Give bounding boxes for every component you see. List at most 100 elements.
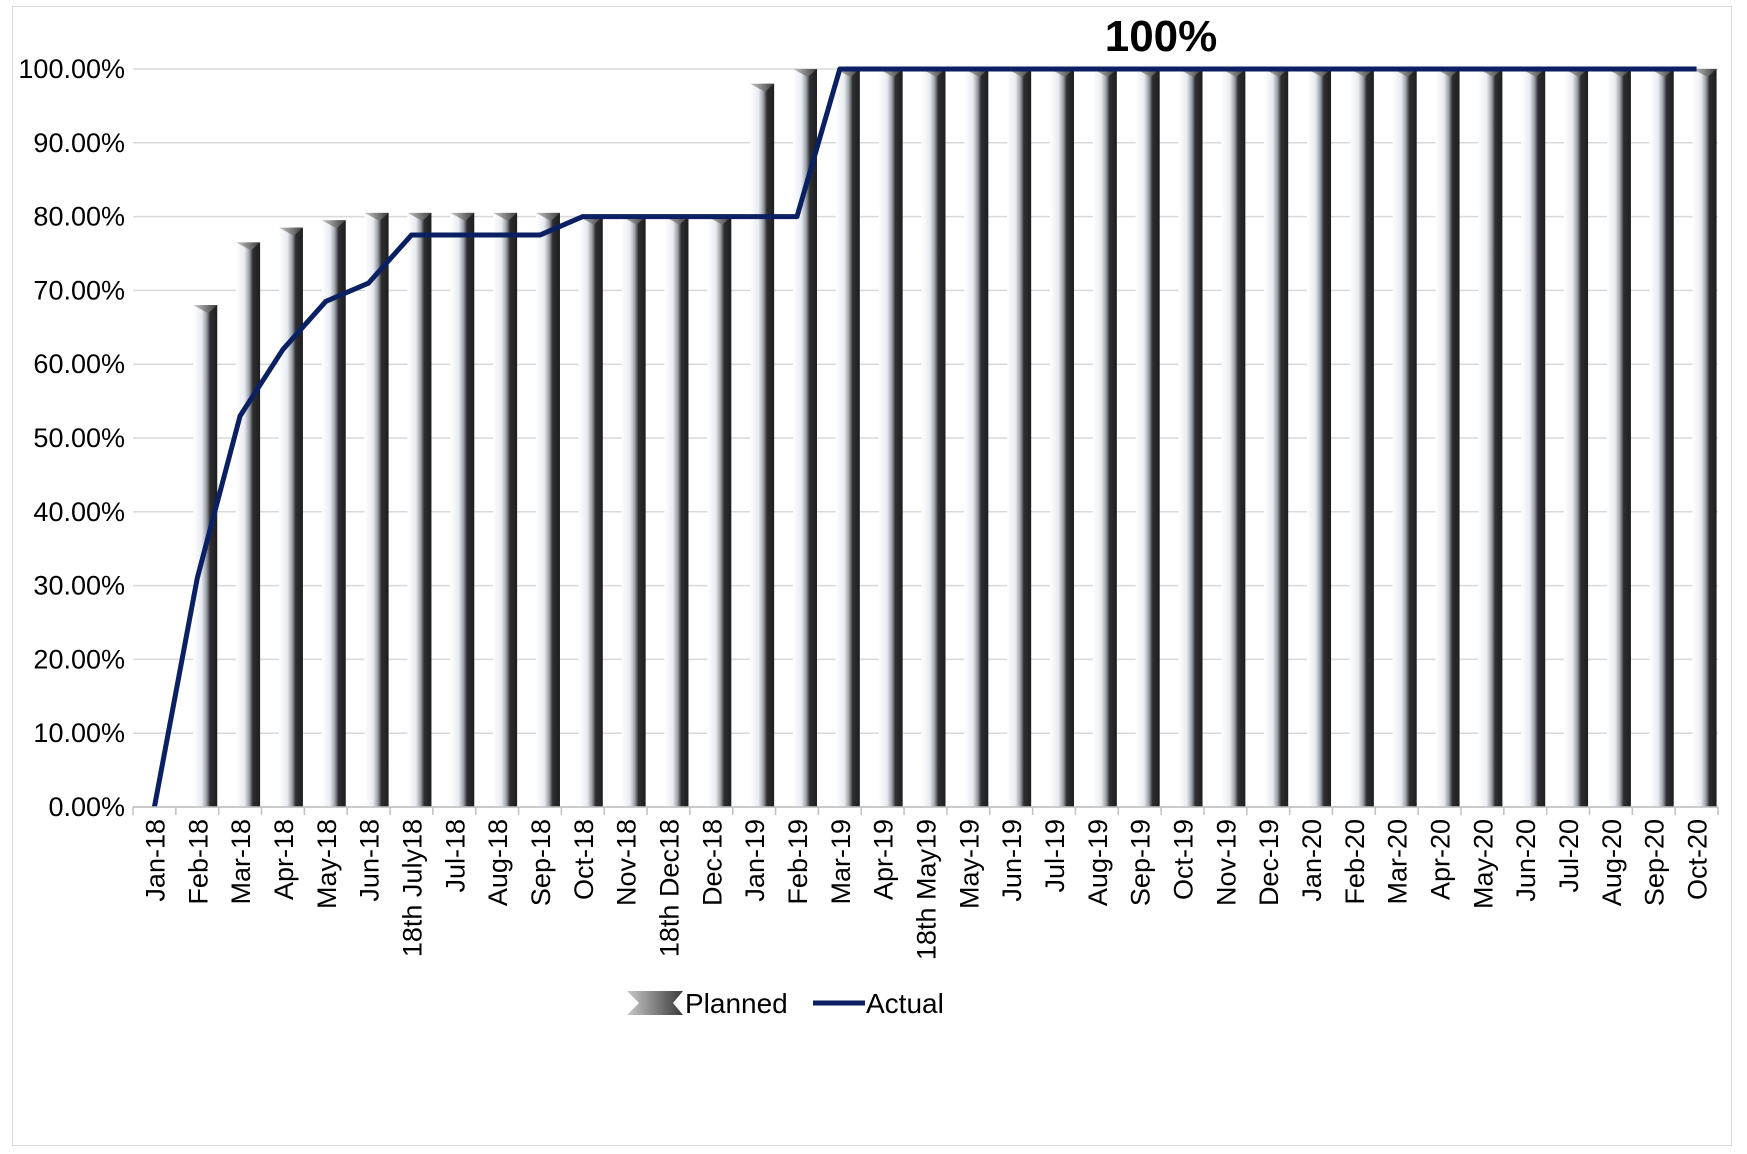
planned-bar-body — [1692, 69, 1717, 807]
x-tick-label: 18th Dec18 — [654, 819, 684, 957]
planned-bar-body — [1307, 69, 1332, 807]
planned-bar-body — [1264, 69, 1289, 807]
planned-bar — [664, 216, 689, 808]
planned-bar — [1392, 69, 1417, 807]
planned-bar-body — [1392, 69, 1417, 807]
y-tick-label: 30.00% — [33, 571, 125, 601]
planned-bar-body — [1349, 69, 1374, 807]
y-tick-label: 70.00% — [33, 275, 125, 305]
planned-bar-cap — [450, 212, 475, 221]
x-tick-label: Jan-19 — [740, 819, 770, 902]
x-tick-label: Feb-20 — [1340, 819, 1370, 905]
annotation-label: 100% — [1105, 12, 1218, 61]
planned-bar-body — [878, 69, 903, 807]
planned-bar-body — [407, 212, 432, 807]
planned-bar — [535, 212, 560, 807]
x-tick-label: Jul-18 — [440, 819, 470, 893]
y-tick-label: 10.00% — [33, 718, 125, 748]
planned-bar — [1264, 69, 1289, 807]
x-tick-label: Jan-20 — [1297, 819, 1327, 902]
planned-bar — [1564, 69, 1589, 807]
planned-bar-body — [321, 220, 346, 808]
x-tick-label: Jan-18 — [140, 819, 170, 902]
x-tick-label: Oct-18 — [569, 819, 599, 900]
x-tick-label: Nov-18 — [612, 819, 642, 906]
planned-bar-body — [835, 69, 860, 807]
planned-bar — [1692, 69, 1717, 807]
planned-bar-cap — [535, 212, 560, 221]
planned-bar-body — [1435, 69, 1460, 807]
x-tick-label: Jun-20 — [1511, 819, 1541, 902]
planned-bar-body — [1050, 69, 1075, 807]
x-tick-label: Nov-19 — [1211, 819, 1241, 906]
planned-bar-cap — [750, 83, 775, 92]
planned-bar — [621, 216, 646, 808]
planned-bar-body — [621, 216, 646, 808]
planned-bar-body — [921, 69, 946, 807]
x-tick-label: Oct-20 — [1683, 819, 1713, 900]
planned-bar-body — [1649, 69, 1674, 807]
x-tick-label: 18th July18 — [397, 819, 427, 957]
actual-line-layer — [151, 66, 1697, 808]
axes — [132, 806, 1719, 815]
x-tick-label: Aug-19 — [1083, 819, 1113, 906]
planned-bar-body — [792, 69, 817, 807]
planned-bar-cap — [236, 242, 261, 251]
x-tick-label: Mar-18 — [226, 819, 256, 905]
planned-bar — [792, 69, 817, 807]
x-tick-label: Dec-19 — [1254, 819, 1284, 906]
y-tick-label: 0.00% — [48, 792, 125, 822]
planned-bar-body — [578, 216, 603, 808]
planned-bar — [1050, 69, 1075, 807]
planned-bar — [835, 69, 860, 807]
y-tick-label: 50.00% — [33, 423, 125, 453]
planned-bar — [964, 69, 989, 807]
planned-bar-body — [1007, 69, 1032, 807]
planned-bar — [878, 69, 903, 807]
y-tick-label: 80.00% — [33, 202, 125, 232]
planned-bar-body — [750, 83, 775, 807]
planned-bar — [921, 69, 946, 807]
planned-bar-body — [278, 227, 303, 808]
planned-bar-body — [236, 242, 261, 807]
planned-bar-cap — [1692, 69, 1717, 77]
planned-bar-cap — [407, 212, 432, 221]
x-tick-label: May-19 — [954, 819, 984, 909]
x-tick-label: 18th May19 — [912, 819, 942, 960]
x-tick-label: Feb-18 — [183, 819, 213, 905]
planned-bar-body — [1478, 69, 1503, 807]
planned-bar-cap — [364, 212, 389, 221]
y-tick-label: 40.00% — [33, 497, 125, 527]
planned-bar-body — [664, 216, 689, 808]
planned-bar — [1307, 69, 1332, 807]
x-tick-label: Jul-20 — [1554, 819, 1584, 893]
tick-labels: 0.00% 10.00% 20.00% 30.00% 40.00% 50.00% 60.00… — [18, 54, 1712, 960]
planned-bar-body — [1606, 69, 1631, 807]
legend: Planned Actual — [627, 988, 944, 1019]
y-tick-label: 100.00% — [18, 54, 125, 84]
planned-bar — [750, 83, 775, 807]
legend-planned-label: Planned — [685, 988, 788, 1019]
planned-bar-body — [364, 212, 389, 807]
x-tick-label: Sep-20 — [1640, 819, 1670, 906]
planned-bar-body — [964, 69, 989, 807]
planned-bar — [1478, 69, 1503, 807]
planned-bar — [1349, 69, 1374, 807]
x-tick-label: Oct-19 — [1169, 819, 1199, 900]
x-tick-label: Jun-18 — [355, 819, 385, 902]
x-tick-label: Aug-18 — [483, 819, 513, 906]
x-tick-label: Apr-20 — [1426, 819, 1456, 900]
planned-bar-cap — [321, 220, 346, 229]
planned-bar — [278, 227, 303, 808]
planned-bar — [236, 242, 261, 807]
planned-bar — [1221, 69, 1246, 807]
planned-bar-body — [1564, 69, 1589, 807]
planned-bar — [1135, 69, 1160, 807]
planned-bar-cap — [193, 305, 218, 314]
x-tick-label: Jul-19 — [1040, 819, 1070, 893]
planned-bar — [450, 212, 475, 807]
x-tick-label: Apr-18 — [269, 819, 299, 900]
x-tick-label: Mar-20 — [1383, 819, 1413, 905]
x-tick-label: Aug-20 — [1597, 819, 1627, 906]
planned-bar — [1007, 69, 1032, 807]
